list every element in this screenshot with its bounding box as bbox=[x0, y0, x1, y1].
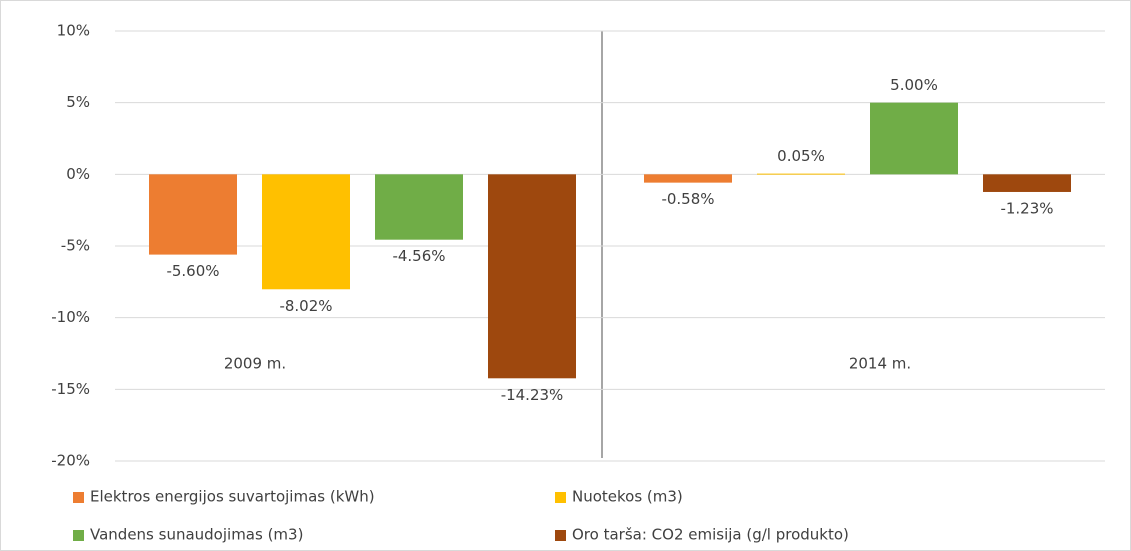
legend-swatch bbox=[73, 492, 84, 503]
data-label: 5.00% bbox=[890, 76, 938, 94]
data-label: -5.60% bbox=[166, 262, 219, 280]
bar bbox=[375, 174, 463, 240]
data-label: -14.23% bbox=[501, 386, 564, 404]
data-label: -4.56% bbox=[392, 247, 445, 265]
data-label: -0.58% bbox=[661, 190, 714, 208]
legend-label: Nuotekos (m3) bbox=[572, 488, 683, 506]
bar bbox=[149, 174, 237, 255]
legend-label: Oro tarša: CO2 emisija (g/l produkto) bbox=[572, 526, 849, 544]
data-label: -8.02% bbox=[279, 297, 332, 315]
y-tick-label: -15% bbox=[51, 380, 90, 398]
category-label: 2009 m. bbox=[224, 355, 286, 373]
y-tick-label: -20% bbox=[51, 452, 90, 470]
legend-swatch bbox=[555, 492, 566, 503]
bar bbox=[757, 173, 845, 175]
legend-swatch bbox=[555, 530, 566, 541]
legend-swatch bbox=[73, 530, 84, 541]
y-tick-label: -10% bbox=[51, 308, 90, 326]
y-tick-label: 5% bbox=[66, 93, 90, 111]
y-tick-label: 0% bbox=[66, 165, 90, 183]
bar bbox=[644, 174, 732, 183]
y-tick-label: -5% bbox=[61, 237, 90, 255]
data-label: -1.23% bbox=[1000, 199, 1053, 217]
bar bbox=[983, 174, 1071, 192]
legend-label: Vandens sunaudojimas (m3) bbox=[90, 526, 303, 544]
bar bbox=[488, 174, 576, 379]
bar bbox=[870, 102, 958, 175]
bar bbox=[262, 174, 350, 290]
data-label: 0.05% bbox=[777, 147, 825, 165]
legend-label: Elektros energijos suvartojimas (kWh) bbox=[90, 488, 375, 506]
y-tick-label: 10% bbox=[57, 22, 90, 40]
category-label: 2014 m. bbox=[849, 355, 911, 373]
